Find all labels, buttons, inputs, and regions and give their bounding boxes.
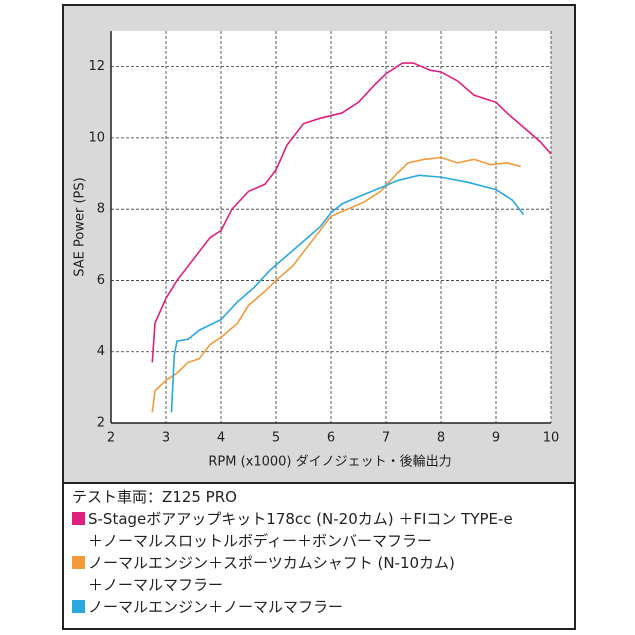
series-line <box>151 156 521 413</box>
legend-label: ノーマルエンジン＋スポーツカムシャフト (N-10カム) ＋ノーマルマフラー <box>88 554 455 594</box>
legend-swatch <box>72 556 85 569</box>
y-tick-label: 6 <box>97 273 105 288</box>
legend-swatch <box>72 512 85 525</box>
x-tick-label: 5 <box>272 431 280 446</box>
y-tick-label: 8 <box>97 202 105 217</box>
x-tick-label: 3 <box>162 431 170 446</box>
y-tick-label: 2 <box>97 416 105 431</box>
legend-title: テスト車両：Z125 PRO <box>72 488 237 506</box>
x-tick-label: 8 <box>437 431 445 446</box>
legend-label: ノーマルエンジン＋ノーマルマフラー <box>88 598 344 616</box>
series-line <box>170 174 525 413</box>
legend: テスト車両：Z125 PRO S-Stageボアアップキット178cc (N-2… <box>64 484 574 629</box>
legend-item: S-Stageボアアップキット178cc (N-20カム) ＋FIコン TYPE… <box>72 508 574 552</box>
legend-item: ノーマルエンジン＋ノーマルマフラー <box>72 596 574 618</box>
y-axis-label: SAE Power (PS) <box>73 177 88 276</box>
x-tick-label: 7 <box>382 431 390 446</box>
y-tick-label: 10 <box>88 130 105 145</box>
legend-swatch <box>72 600 85 613</box>
x-tick-label: 2 <box>107 431 115 446</box>
y-tick-label: 12 <box>88 59 105 74</box>
series-line <box>151 62 552 363</box>
x-tick-label: 6 <box>327 431 335 446</box>
x-tick-label: 10 <box>543 431 560 446</box>
x-tick-label: 4 <box>217 431 225 446</box>
y-tick-label: 4 <box>97 344 105 359</box>
legend-item: ノーマルエンジン＋スポーツカムシャフト (N-10カム) ＋ノーマルマフラー <box>72 552 574 596</box>
legend-label: S-Stageボアアップキット178cc (N-20カム) ＋FIコン TYPE… <box>88 510 513 550</box>
x-axis-label: RPM (x1000) ダイノジェット・後輪出力 <box>208 454 451 470</box>
x-tick-label: 9 <box>492 431 500 446</box>
